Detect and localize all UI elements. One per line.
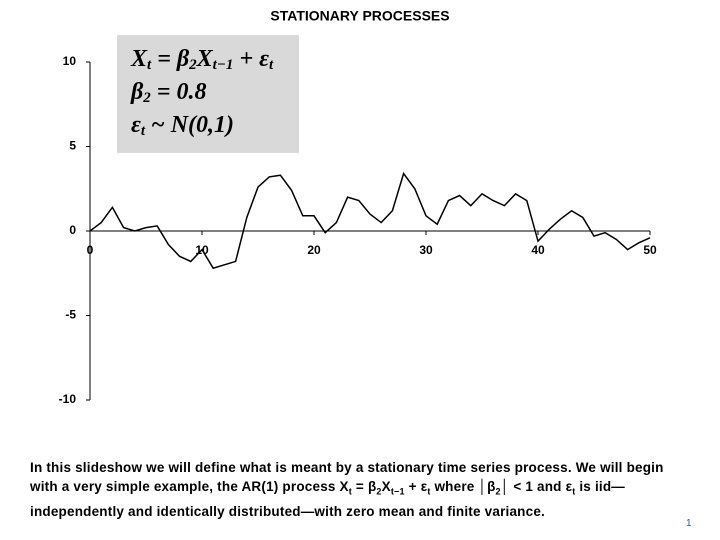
caption-text: = β	[351, 479, 377, 494]
equation-text: ε	[131, 112, 141, 138]
equation-subscript: t	[147, 57, 152, 73]
equation-text: + ε	[233, 46, 269, 72]
equation-line: εt ~ N(0,1)	[131, 112, 234, 140]
y-tick-label: -10	[59, 392, 77, 406]
y-tick-label: 10	[63, 54, 77, 68]
caption-subscript: 2	[376, 486, 382, 497]
equation-text: β	[130, 79, 144, 105]
caption-subscript: t−1	[390, 486, 405, 497]
equation-line: β2 = 0.8	[130, 79, 206, 107]
chart-title: STATIONARY PROCESSES	[270, 8, 449, 24]
caption-text: │ < 1 and ε	[500, 479, 573, 494]
equation-text: = β	[151, 46, 190, 72]
x-tick-label: 0	[87, 243, 94, 257]
caption-text: In this slideshow we will define what is…	[30, 460, 664, 494]
equation-text: X	[130, 46, 148, 72]
equation-subscript: t−1	[213, 57, 234, 73]
caption-text: where │β	[430, 479, 496, 494]
equation-subscript: 2	[142, 90, 151, 106]
equation-text: ~ N(0,1)	[145, 112, 234, 138]
caption-text: X	[381, 479, 391, 494]
equation-text: = 0.8	[151, 79, 207, 105]
series-line	[89, 171, 651, 270]
y-tick-label: -5	[65, 308, 76, 322]
caption-subscript: t	[427, 486, 431, 497]
equation-text: X	[196, 46, 214, 72]
caption-subscript: 2	[495, 486, 501, 497]
y-tick-label: 0	[69, 223, 76, 237]
caption: In this slideshow we will define what is…	[30, 458, 690, 521]
equation-line: Xt = β2Xt−1 + εt	[130, 46, 274, 74]
equation-subscript: t	[269, 57, 274, 73]
caption-text: is iid—independently and identically dis…	[30, 479, 625, 519]
page-number: 1	[686, 518, 692, 529]
x-tick-label: 50	[643, 243, 657, 257]
x-tick-label: 40	[531, 243, 545, 257]
x-tick-label: 30	[419, 243, 433, 257]
equation-subscript: 2	[188, 57, 197, 73]
x-tick-label: 20	[307, 243, 321, 257]
equation-box	[117, 35, 299, 153]
caption-subscript: t	[348, 486, 352, 497]
caption-text: + ε	[404, 479, 428, 494]
y-tick-label: 5	[69, 139, 76, 153]
caption-subscript: t	[572, 486, 576, 497]
equation-subscript: t	[141, 123, 146, 139]
